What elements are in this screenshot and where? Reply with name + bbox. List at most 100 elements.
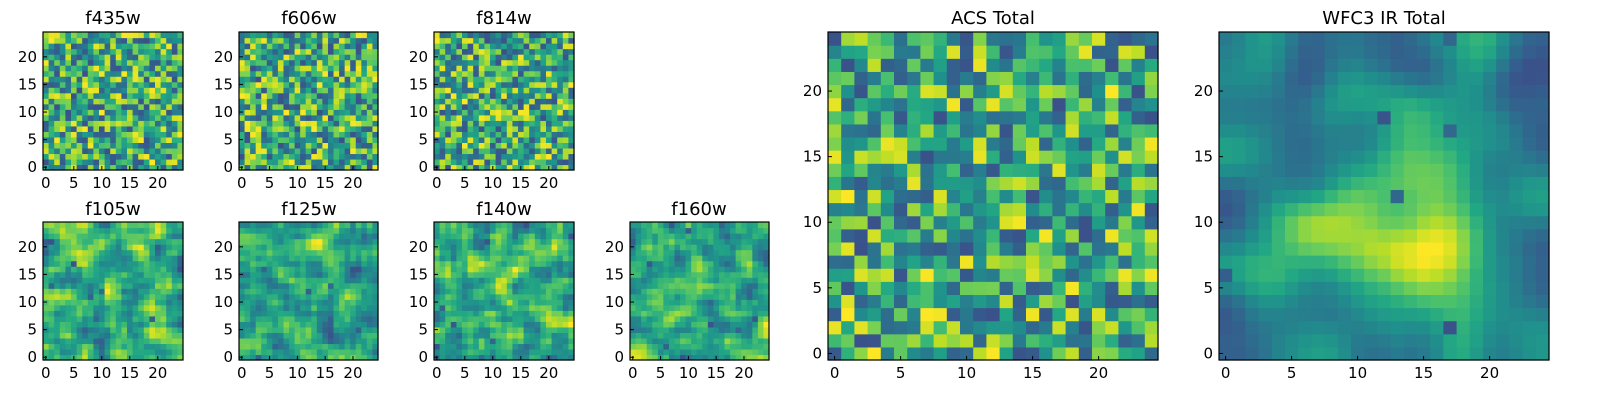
heatmap-cell	[366, 98, 374, 105]
heatmap-cell	[110, 315, 117, 322]
heatmap-cell	[484, 81, 491, 88]
heatmap-cell	[121, 332, 128, 339]
heatmap-cell	[763, 271, 770, 278]
heatmap-cell	[132, 238, 139, 245]
heatmap-cell	[445, 109, 452, 116]
heatmap-cell	[327, 244, 335, 251]
heatmap-cell	[490, 70, 497, 77]
heatmap-cell	[696, 348, 703, 356]
heatmap-cell	[316, 299, 323, 306]
heatmap-cell	[311, 321, 318, 328]
heatmap-cell	[127, 260, 134, 267]
heatmap-cell	[316, 266, 323, 273]
heatmap-cell	[99, 158, 106, 166]
heatmap-cell	[244, 32, 251, 39]
heatmap-cell	[59, 109, 66, 116]
heatmap-cell	[523, 92, 530, 99]
heatmap-cell	[1052, 241, 1067, 256]
heatmap-cell	[361, 315, 368, 322]
heatmap-cell	[149, 142, 156, 149]
heatmap-cell	[104, 120, 111, 127]
heatmap-cell	[674, 244, 681, 251]
heatmap-cell	[372, 164, 379, 171]
heatmap-cell	[439, 153, 446, 160]
heatmap-cell	[467, 233, 474, 240]
heatmap-cell	[557, 227, 564, 234]
heatmap-cell	[718, 310, 726, 317]
heatmap-cell	[82, 54, 89, 61]
heatmap-cell	[512, 277, 519, 284]
heatmap-cell	[568, 59, 575, 66]
heatmap-cell	[261, 153, 268, 160]
heatmap-cell	[674, 271, 681, 278]
heatmap-cell	[48, 136, 55, 143]
heatmap-cell	[551, 48, 558, 55]
heatmap-cell	[657, 293, 664, 300]
heatmap-cell	[473, 92, 480, 99]
heatmap-cell	[311, 249, 318, 256]
heatmap-cell	[467, 158, 474, 166]
heatmap-cell	[121, 125, 128, 132]
heatmap-cell	[350, 158, 357, 166]
heatmap-cell	[735, 326, 742, 333]
heatmap-cell	[127, 103, 134, 110]
heatmap-cell	[160, 282, 167, 289]
heatmap-cell	[239, 238, 246, 245]
heatmap-cell	[735, 238, 742, 245]
heatmap-cell	[277, 114, 285, 121]
heatmap-cell	[283, 103, 290, 110]
heatmap-cell	[277, 120, 285, 127]
heatmap-cell	[529, 48, 536, 55]
heatmap-cell	[529, 233, 536, 240]
heatmap-cell	[289, 48, 296, 55]
heatmap-cell	[59, 131, 66, 138]
heatmap-cell	[255, 332, 262, 339]
heatmap-cell	[501, 244, 508, 251]
heatmap-cell	[115, 343, 122, 350]
y-tick-label: 0	[27, 158, 37, 176]
heatmap-cell	[529, 337, 536, 345]
heatmap-cell	[300, 103, 307, 110]
heatmap-cell	[523, 103, 530, 110]
heatmap-cell	[327, 43, 335, 50]
heatmap-cell	[680, 255, 687, 262]
heatmap-cell	[244, 304, 251, 311]
heatmap-cell	[104, 59, 111, 66]
heatmap-cell	[87, 326, 94, 333]
heatmap-cell	[741, 343, 748, 350]
heatmap-cell	[735, 244, 742, 251]
heatmap-cell	[501, 98, 508, 105]
heatmap-cell	[434, 142, 441, 149]
heatmap-cell	[841, 123, 855, 138]
heatmap-cell	[339, 131, 346, 138]
heatmap-cell	[177, 65, 184, 72]
heatmap-cell	[439, 147, 446, 155]
heatmap-cell	[1039, 281, 1053, 295]
heatmap-cell	[562, 293, 569, 300]
heatmap-cell	[121, 59, 128, 66]
heatmap-cell	[300, 266, 307, 273]
heatmap-cell	[506, 65, 513, 72]
heatmap-cell	[551, 348, 558, 356]
heatmap-cell	[439, 315, 446, 322]
heatmap-cell	[115, 227, 122, 234]
heatmap-cell	[283, 299, 290, 306]
heatmap-cell	[43, 277, 50, 284]
y-tick-label: 15	[18, 265, 37, 283]
heatmap-cell	[523, 158, 530, 166]
heatmap-cell	[322, 158, 329, 166]
heatmap-cell	[462, 48, 469, 55]
heatmap-cell	[115, 43, 122, 50]
heatmap-cell	[355, 227, 362, 234]
heatmap-cell	[551, 260, 558, 267]
heatmap-cell	[261, 249, 268, 256]
heatmap-cell	[702, 326, 709, 333]
heatmap-cell	[138, 114, 145, 121]
heatmap-cell	[495, 48, 502, 55]
heatmap-cell	[512, 244, 519, 251]
heatmap-cell	[880, 150, 895, 164]
heatmap-cell	[93, 114, 100, 121]
heatmap-cell	[462, 332, 469, 339]
heatmap-cell	[730, 354, 737, 361]
heatmap-cell	[250, 227, 257, 234]
